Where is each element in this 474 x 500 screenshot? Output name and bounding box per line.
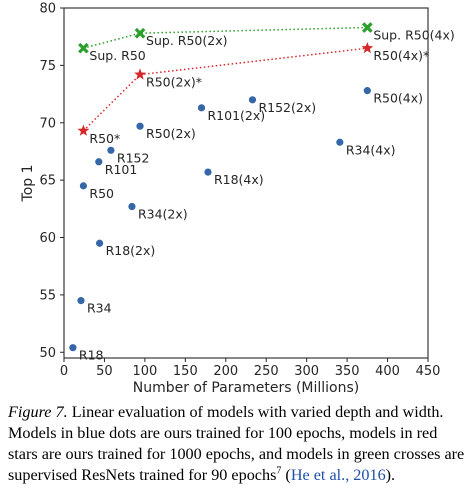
x-tick-label: 450 (416, 364, 441, 379)
y-tick-label: 75 (39, 59, 56, 74)
point-label: R152 (117, 150, 150, 165)
figure-label: Figure 7. (8, 403, 68, 421)
cross-point (362, 22, 373, 33)
point-label: R18(2x) (106, 243, 156, 258)
x-tick-label: 400 (375, 364, 400, 379)
point-label: R50(2x) (146, 126, 196, 141)
point-label: R152(2x) (258, 100, 316, 115)
point-label: R34 (87, 301, 112, 316)
x-axis-title: Number of Parameters (Millions) (133, 380, 360, 396)
point-label: R50* (89, 131, 120, 146)
point-label: R50(2x)* (146, 75, 202, 90)
point-label: R18(4x) (214, 172, 264, 187)
citation-open: ( (281, 466, 291, 484)
series-star-line (82, 47, 368, 132)
x-tick-label: 0 (60, 364, 68, 379)
point-label: Sup. R50 (89, 48, 145, 63)
y-tick-label: 80 (39, 2, 56, 17)
dot-point (204, 168, 212, 176)
dot-point (136, 122, 144, 130)
point-label: Sup. R50(2x) (146, 33, 227, 48)
y-tick-label: 50 (39, 346, 56, 361)
y-tick-label: 55 (39, 288, 56, 303)
point-label: R101 (105, 162, 138, 177)
x-tick-label: 100 (132, 364, 157, 379)
dot-point (248, 96, 257, 104)
dot-point (128, 202, 136, 211)
dot-point (69, 344, 77, 352)
point-label: Sup. R50(4x) (373, 28, 454, 43)
citation-link[interactable]: He et al., 2016 (290, 466, 386, 484)
dot-point (336, 138, 344, 146)
dot-point (197, 104, 206, 112)
x-tick-label: 150 (173, 364, 198, 379)
x-tick-label: 50 (96, 364, 113, 379)
axes: 0 50 100 150 200 250 300 350 400 450 50 55 60 65 70 75 8… (39, 2, 440, 380)
dot-point (363, 87, 371, 95)
citation-close: ). (385, 466, 396, 484)
figure-caption: Figure 7. Linear evaluation of models wi… (8, 402, 468, 486)
data-points (69, 22, 374, 352)
dot-point (95, 158, 103, 166)
point-label: R34(4x) (346, 142, 396, 157)
star-point (361, 41, 374, 54)
plot-frame (63, 7, 429, 359)
series-lines (82, 26, 368, 132)
x-tick-label: 300 (294, 364, 319, 379)
footnote-marker: 7 (276, 465, 282, 477)
dot-point (77, 297, 85, 305)
point-label: R34(2x) (138, 207, 188, 222)
star-point (134, 68, 146, 80)
cross-point (78, 42, 89, 54)
x-tick-label: 250 (254, 364, 279, 379)
y-tick-label: 70 (39, 116, 56, 131)
dot-point (95, 239, 104, 247)
dot-point (107, 146, 115, 154)
dot-point (79, 182, 88, 190)
point-label: R50(4x) (373, 91, 423, 106)
y-tick-label: 65 (39, 174, 56, 189)
point-label: R50 (89, 186, 114, 201)
star-point (77, 124, 90, 136)
point-label: R50(4x)* (373, 48, 429, 63)
x-tick-label: 350 (335, 364, 360, 379)
x-tick-label: 200 (213, 364, 238, 379)
cross-point (134, 27, 146, 39)
y-tick-label: 60 (39, 231, 56, 246)
y-axis-title: Top 1 (20, 165, 36, 203)
point-label: R18 (79, 348, 104, 363)
caption-text: Linear evaluation of models with varied … (8, 403, 465, 484)
point-label: R101(2x) (208, 108, 266, 123)
